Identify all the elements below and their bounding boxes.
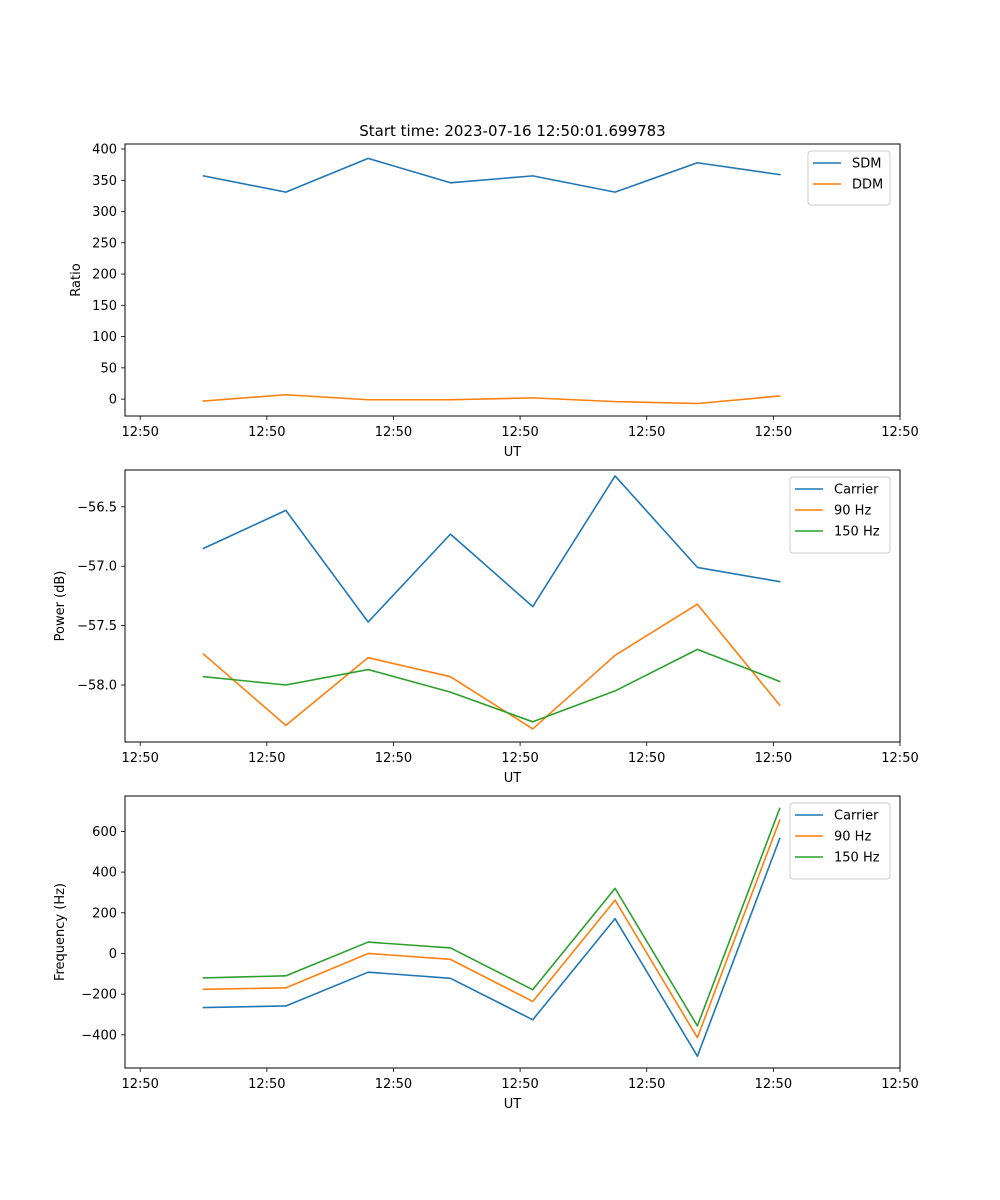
x-axis-label: UT [504,1097,522,1112]
x-tick-label: 12:50 [755,1077,792,1092]
y-tick-label: −57.5 [77,619,117,634]
legend-label: Carrier [834,809,879,824]
y-tick-label: 350 [92,174,117,189]
x-tick-label: 12:50 [881,1077,918,1092]
x-tick-label: 12:50 [628,751,665,766]
x-tick-label: 12:50 [755,751,792,766]
x-axis-label: UT [504,445,522,460]
y-tick-label: 400 [92,866,117,881]
x-tick-label: 12:50 [628,425,665,440]
legend-label: 90 Hz [834,830,871,845]
legend-label: DDM [852,178,883,193]
x-tick-label: 12:50 [121,751,158,766]
panel-2: 12:5012:5012:5012:5012:5012:5012:5012:51… [53,469,919,786]
panel-1: 12:5012:5012:5012:5012:5012:5012:5012:51… [69,143,919,460]
y-tick-label: −200 [81,988,117,1003]
x-tick-label: 12:50 [501,751,538,766]
series-line-ddm [202,393,781,405]
y-tick-label: 0 [109,947,117,962]
panel-3: 12:5012:5012:5012:5012:5012:5012:5012:51… [53,795,919,1112]
x-axis-label: UT [504,771,522,786]
y-tick-label: −58.0 [77,678,117,693]
legend-label: 150 Hz [834,851,880,866]
legend: Carrier 90 Hz 150 Hz [789,476,891,554]
y-axis-label: Power (dB) [53,571,68,642]
x-tick-label: 12:50 [248,751,285,766]
x-tick-label: 12:50 [881,751,918,766]
axes-frame [124,469,901,743]
y-tick-label: 150 [92,299,117,314]
series-line-carrier [202,475,781,623]
series-line-sdm [202,157,781,193]
legend-box [789,476,891,554]
series-line-90-hz [202,819,781,1039]
y-tick-label: 600 [92,825,117,840]
axes-frame [124,143,901,417]
x-tick-label: 12:50 [121,425,158,440]
y-tick-label: 100 [92,330,117,345]
x-tick-label: 12:50 [248,425,285,440]
x-tick-label: 12:50 [375,751,412,766]
x-tick-label: 12:50 [501,1077,538,1092]
legend: Carrier 90 Hz 150 Hz [789,802,891,880]
x-tick-label: 12:50 [248,1077,285,1092]
series-line-150-hz [202,807,781,1027]
legend-label: 150 Hz [834,525,880,540]
y-axis-label: Frequency (Hz) [53,883,68,981]
y-axis-label: Ratio [69,263,84,296]
y-tick-label: 200 [92,906,117,921]
series-line-150-hz [202,648,781,723]
y-tick-label: 200 [92,268,117,283]
y-tick-label: −57.0 [77,560,117,575]
y-tick-label: −400 [81,1028,117,1043]
panels: 12:5012:5012:5012:5012:5012:5012:5012:51… [53,143,919,1112]
x-tick-label: 12:50 [755,425,792,440]
x-tick-label: 12:50 [501,425,538,440]
series-line-carrier [202,837,781,1057]
figure-title: Start time: 2023-07-16 12:50:01.699783 [359,122,665,140]
y-tick-label: 50 [100,361,117,376]
legend-label: Carrier [834,483,879,498]
series-line-90-hz [202,603,781,730]
legend-box [807,150,891,206]
legend-label: SDM [852,157,881,172]
legend-label: 90 Hz [834,504,871,519]
x-tick-label: 12:50 [881,425,918,440]
y-tick-label: 400 [92,143,117,158]
x-tick-label: 12:50 [375,1077,412,1092]
x-tick-label: 12:50 [628,1077,665,1092]
x-tick-label: 12:50 [375,425,412,440]
legend-box [789,802,891,880]
x-tick-label: 12:50 [121,1077,158,1092]
y-tick-label: −56.5 [77,500,117,515]
y-tick-label: 0 [109,393,117,408]
y-tick-label: 300 [92,205,117,220]
legend: SDM DDM [807,150,891,206]
y-tick-label: 250 [92,236,117,251]
axes-frame [124,795,901,1069]
